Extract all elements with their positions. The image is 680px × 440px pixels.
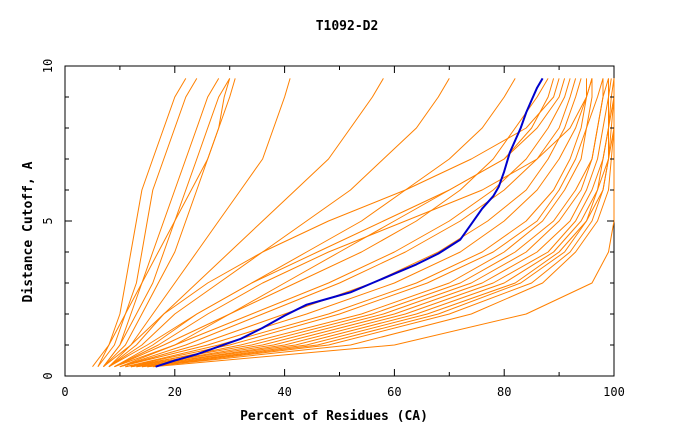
plot-area bbox=[64, 65, 615, 377]
model-series-line bbox=[125, 78, 587, 368]
model-series-line bbox=[103, 78, 236, 368]
model-series-line bbox=[125, 78, 604, 368]
chart-title: T1092-D2 bbox=[316, 19, 379, 34]
model-series-line bbox=[92, 78, 231, 368]
model-series-line bbox=[114, 78, 516, 368]
highlight-line-group bbox=[155, 77, 544, 368]
y-axis: 0 5 10 bbox=[41, 59, 614, 380]
model-series-line bbox=[108, 78, 450, 368]
model-series-line bbox=[103, 78, 220, 368]
x-tick-label: 20 bbox=[168, 385, 182, 399]
model-series-line bbox=[141, 78, 615, 368]
model-series-line bbox=[97, 78, 187, 367]
model-series-line bbox=[152, 78, 615, 368]
x-tick-label: 0 bbox=[61, 385, 68, 399]
model-series-line bbox=[147, 78, 615, 368]
model-series-line bbox=[136, 78, 615, 368]
model-series-line bbox=[130, 78, 612, 368]
x-tick-label: 40 bbox=[277, 385, 291, 399]
y-tick-label: 0 bbox=[41, 372, 55, 379]
model-series-line bbox=[103, 78, 560, 368]
x-tick-label: 80 bbox=[497, 385, 511, 399]
model-series-line bbox=[108, 78, 291, 368]
x-tick-label: 100 bbox=[603, 385, 625, 399]
model-series-line bbox=[119, 78, 593, 368]
model-series-line bbox=[108, 78, 384, 368]
x-axis-label: Percent of Residues (CA) bbox=[240, 409, 428, 424]
highlight-series-line bbox=[155, 77, 544, 368]
model-series-line bbox=[108, 78, 566, 368]
y-tick-label: 5 bbox=[41, 217, 55, 224]
x-tick-label: 60 bbox=[387, 385, 401, 399]
model-series-line bbox=[130, 78, 604, 368]
x-axis: 0 20 40 60 80 100 bbox=[61, 66, 625, 399]
y-tick-label: 10 bbox=[41, 59, 55, 73]
model-series-line bbox=[97, 78, 198, 368]
model-series-line bbox=[136, 78, 609, 368]
model-series-line bbox=[119, 78, 555, 368]
model-lines bbox=[92, 78, 615, 368]
model-series-line bbox=[119, 78, 582, 368]
model-series-line bbox=[114, 78, 593, 368]
model-series-line bbox=[130, 78, 593, 368]
model-series-line bbox=[114, 78, 571, 368]
y-axis-label: Distance Cutoff, A bbox=[21, 161, 36, 302]
model-series-line bbox=[114, 78, 549, 368]
model-series-line bbox=[119, 78, 577, 368]
